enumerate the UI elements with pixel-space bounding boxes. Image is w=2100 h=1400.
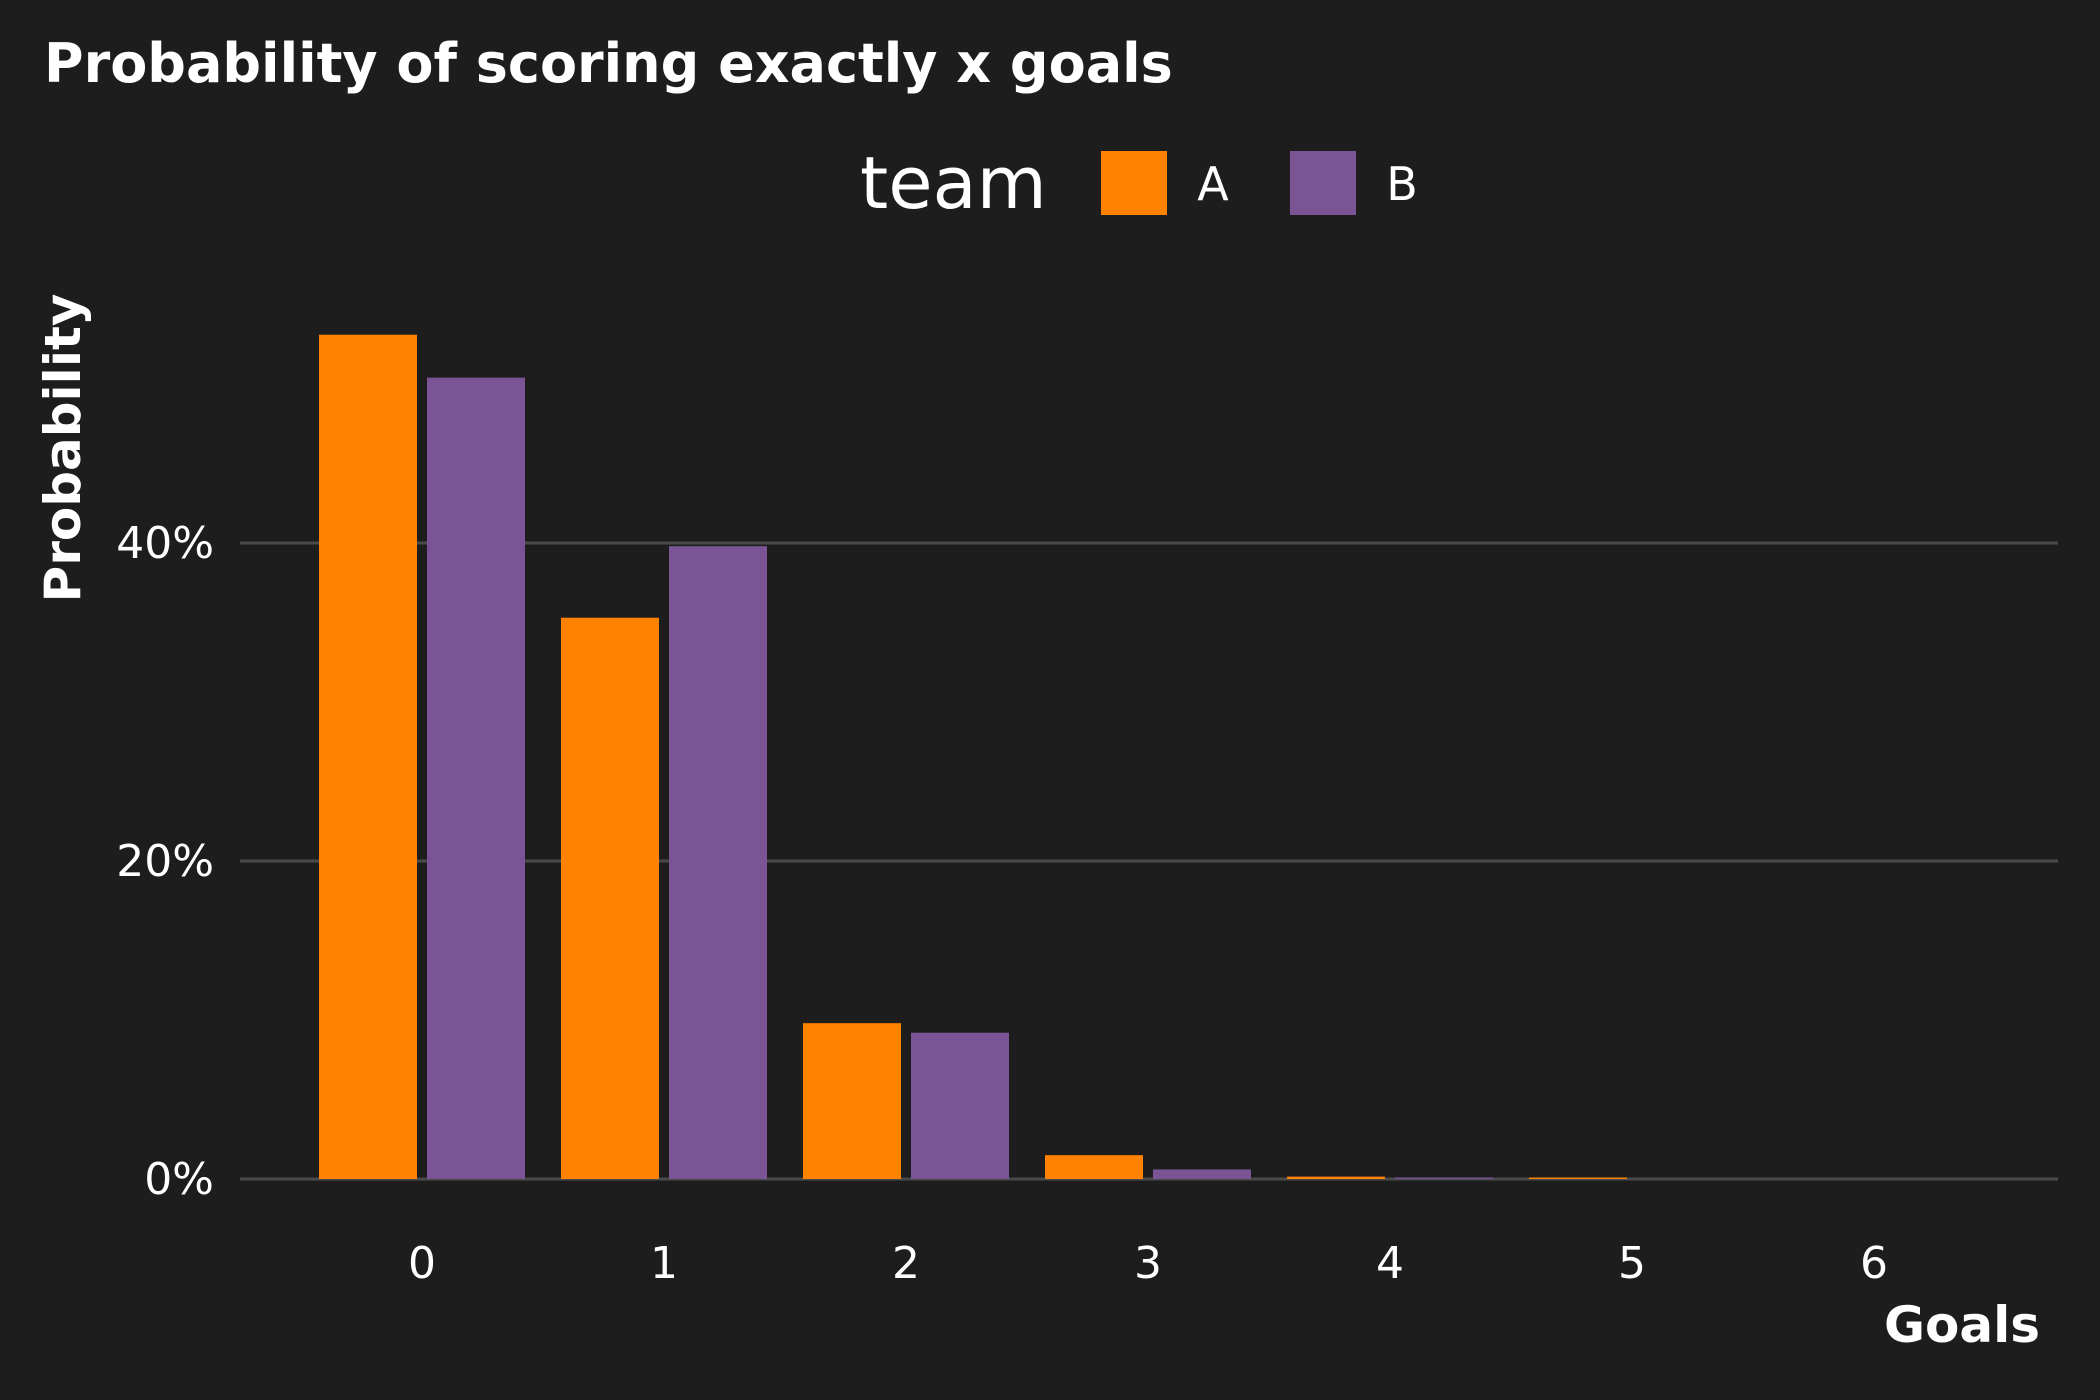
bar-a-1 <box>561 617 659 1179</box>
x-tick-label: 6 <box>1860 1238 1888 1289</box>
grid-lines <box>240 541 2058 1181</box>
bar-b-2 <box>911 1032 1009 1179</box>
legend-label-b: B <box>1386 157 1418 211</box>
bar-a-4 <box>1287 1176 1385 1179</box>
legend-key-b <box>1290 151 1356 215</box>
x-tick-label: 3 <box>1134 1238 1162 1289</box>
x-tick-label: 5 <box>1618 1238 1646 1289</box>
bar-a-0 <box>319 334 417 1180</box>
x-tick-labels: 0 1 2 3 4 5 6 <box>408 1238 1888 1289</box>
bar-b-0 <box>427 377 525 1179</box>
x-tick-label: 0 <box>408 1238 436 1289</box>
legend-title: team <box>860 141 1047 225</box>
bar-a-3 <box>1045 1155 1143 1179</box>
bar-a-2 <box>803 1023 901 1179</box>
legend-label-a: A <box>1197 157 1229 211</box>
legend-key-a <box>1101 151 1167 215</box>
x-tick-label: 1 <box>650 1238 678 1289</box>
bar-b-3 <box>1153 1169 1251 1179</box>
bar-a-5 <box>1529 1177 1627 1179</box>
x-tick-label: 2 <box>892 1238 920 1289</box>
bar-b-4 <box>1395 1177 1493 1179</box>
chart-title: Probability of scoring exactly x goals <box>44 32 1173 95</box>
bars <box>319 334 1627 1180</box>
x-tick-label: 4 <box>1376 1238 1404 1289</box>
y-tick-label: 40% <box>116 518 214 569</box>
y-tick-labels: 0% 20% 40% <box>116 518 214 1205</box>
y-tick-label: 0% <box>144 1154 214 1205</box>
y-axis-title: Probability <box>34 294 92 603</box>
x-axis-title: Goals <box>1884 1296 2040 1354</box>
bar-b-1 <box>669 546 767 1179</box>
y-tick-label: 20% <box>116 836 214 887</box>
